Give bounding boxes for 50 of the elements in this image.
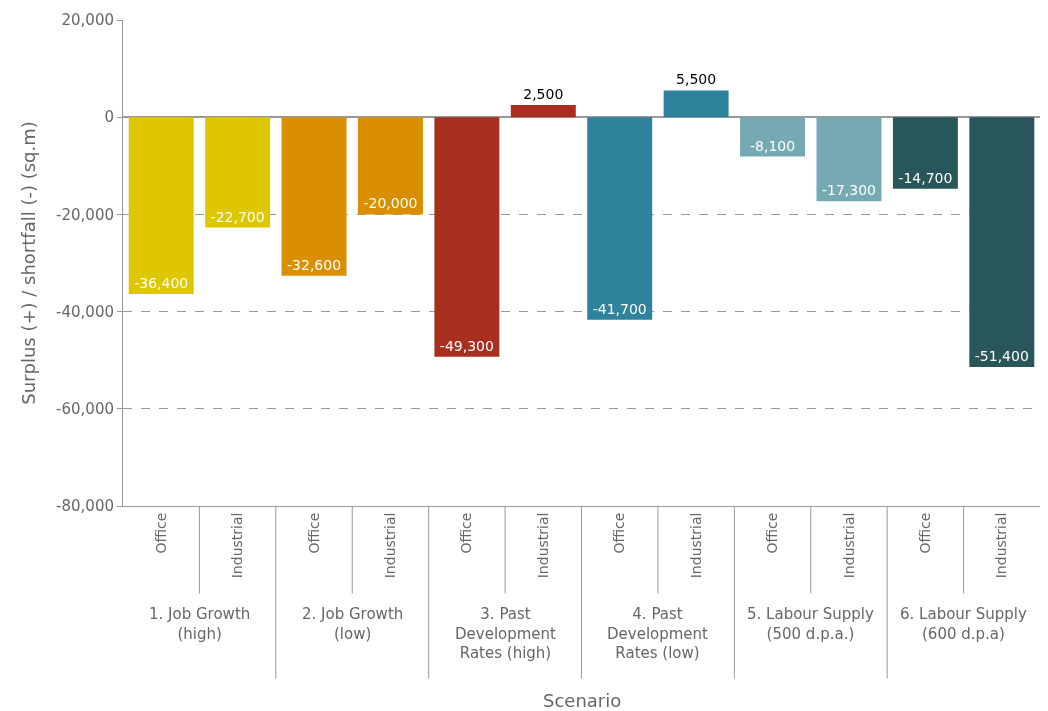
- x-tick-label: Office: [764, 512, 781, 554]
- text: 5. Labour Supply (500 d.p.a.): [747, 605, 875, 643]
- bar: [816, 117, 882, 202]
- bar: [740, 117, 806, 157]
- x-tick-label: Industrial: [993, 512, 1010, 579]
- x-tick-label: Office: [305, 512, 322, 554]
- data-label: -41,700: [592, 300, 647, 317]
- data-label: 2,500: [523, 86, 564, 103]
- bar: [510, 105, 576, 118]
- bar: [663, 90, 729, 118]
- data-label: -22,700: [210, 208, 265, 225]
- x-tick-label: Office: [916, 512, 933, 554]
- text: 2. Job Growth (low): [302, 605, 404, 643]
- bar: [969, 117, 1035, 367]
- text: 6. Labour Supply (600 d.p.a): [900, 605, 1028, 643]
- y-axis-title: Surplus (+) / shortfall (-) (sq.m): [18, 121, 40, 405]
- x-tick-label: Industrial: [534, 512, 551, 579]
- text: 4. Past Development Rates (low): [607, 605, 709, 662]
- text: 1. Job Growth (high): [149, 605, 251, 643]
- y-tick-label: -20,000: [56, 205, 114, 224]
- data-label: -32,600: [287, 256, 342, 273]
- data-label: -49,300: [439, 337, 494, 354]
- data-label: -17,300: [821, 182, 876, 199]
- bar: [434, 117, 500, 357]
- data-label: -8,100: [749, 137, 796, 154]
- data-label: -36,400: [134, 275, 189, 292]
- x-tick-label: Industrial: [382, 512, 399, 579]
- data-label: -20,000: [363, 195, 418, 212]
- y-tick-label: -60,000: [56, 400, 114, 419]
- bar: [281, 117, 347, 276]
- bar: [892, 117, 958, 189]
- y-tick-label: 20,000: [61, 11, 114, 30]
- data-label: -51,400: [974, 348, 1029, 364]
- bar: [205, 117, 271, 228]
- x-tick-label: Industrial: [229, 512, 246, 579]
- x-tick-label: Industrial: [840, 512, 857, 579]
- data-label: -14,700: [898, 169, 953, 186]
- text: 3. Past Development Rates (high): [455, 605, 557, 662]
- bar: [357, 117, 423, 215]
- data-label: 5,500: [676, 71, 717, 88]
- x-tick-label: Office: [458, 512, 475, 554]
- x-tick-label: Office: [152, 512, 169, 554]
- x-tick-label: Industrial: [687, 512, 704, 579]
- text: Scenario: [543, 690, 622, 711]
- y-tick-label: -40,000: [56, 302, 114, 321]
- bar: [128, 117, 194, 295]
- y-tick-label: -80,000: [56, 497, 114, 516]
- x-tick-label: Office: [611, 512, 628, 554]
- y-tick-label: 0: [104, 108, 114, 127]
- bar: [587, 117, 653, 320]
